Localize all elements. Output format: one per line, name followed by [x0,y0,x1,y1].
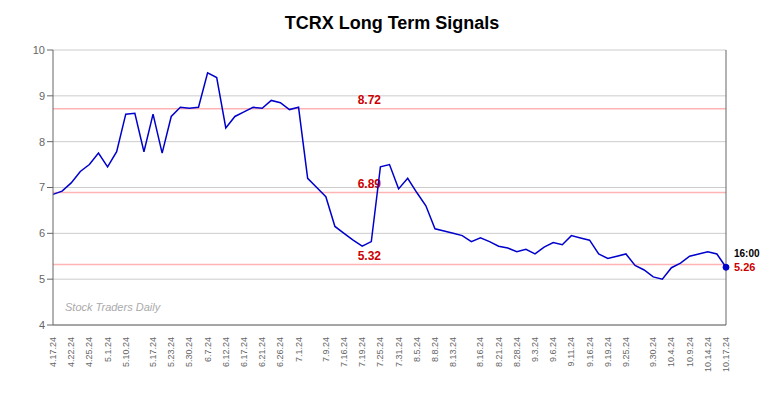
svg-text:8: 8 [39,136,45,148]
svg-text:9.30.24: 9.30.24 [648,337,658,367]
svg-text:6.7.24: 6.7.24 [203,337,213,362]
html-text:Stock Traders Daily: Stock Traders Daily [65,301,161,313]
svg-text:7.25.24: 7.25.24 [375,337,385,367]
svg-text:10: 10 [33,44,45,56]
svg-text:6.17.24: 6.17.24 [239,337,249,367]
svg-text:6.21.24: 6.21.24 [257,337,267,367]
svg-text:6.12.24: 6.12.24 [221,337,231,367]
svg-text:8.72: 8.72 [358,93,382,107]
svg-text:9.11.24: 9.11.24 [566,337,576,366]
svg-text:8.5.24: 8.5.24 [412,337,422,362]
svg-text:9.19.24: 9.19.24 [603,337,613,367]
svg-text:9.25.24: 9.25.24 [621,337,631,367]
html-text:TCRX Long Term Signals: TCRX Long Term Signals [284,13,500,33]
svg-text:16:00: 16:00 [734,248,760,259]
svg-text:5.32: 5.32 [358,249,382,263]
svg-text:4.22.24: 4.22.24 [66,337,76,367]
svg-text:7.9.24: 7.9.24 [321,337,331,362]
svg-text:6.26.24: 6.26.24 [275,337,285,367]
svg-text:7.1.24: 7.1.24 [294,337,304,362]
svg-text:7: 7 [39,181,45,193]
svg-text:7.16.24: 7.16.24 [339,337,349,367]
svg-text:4.25.24: 4.25.24 [84,337,94,367]
svg-text:9: 9 [39,90,45,102]
svg-text:5.1.24: 5.1.24 [103,337,113,362]
svg-text:9.6.24: 9.6.24 [548,337,558,362]
svg-text:6.89: 6.89 [357,176,381,191]
svg-text:7.19.24: 7.19.24 [357,337,367,367]
svg-text:5: 5 [39,273,45,285]
svg-text:8.16.24: 8.16.24 [475,337,485,367]
svg-text:8.13.24: 8.13.24 [448,337,458,367]
svg-text:4: 4 [39,319,45,331]
svg-text:9.16.24: 9.16.24 [585,337,595,367]
svg-text:10.17.24: 10.17.24 [721,337,731,372]
svg-text:5.26: 5.26 [734,261,755,273]
svg-text:7.31.24: 7.31.24 [394,337,404,367]
svg-text:8.21.24: 8.21.24 [494,337,504,367]
svg-text:10.9.24: 10.9.24 [685,337,695,367]
svg-text:5.10.24: 5.10.24 [121,337,131,367]
svg-text:8.8.24: 8.8.24 [430,337,440,362]
svg-text:5.17.24: 5.17.24 [148,337,158,367]
svg-text:10.14.24: 10.14.24 [703,337,713,372]
svg-text:5.30.24: 5.30.24 [184,337,194,367]
svg-text:9.3.24: 9.3.24 [530,337,540,362]
svg-text:10.4.24: 10.4.24 [666,337,676,367]
svg-text:6: 6 [39,227,45,239]
svg-text:5.23.24: 5.23.24 [166,337,176,367]
svg-text:8.28.24: 8.28.24 [512,337,522,367]
svg-text:4.17.24: 4.17.24 [48,337,58,367]
